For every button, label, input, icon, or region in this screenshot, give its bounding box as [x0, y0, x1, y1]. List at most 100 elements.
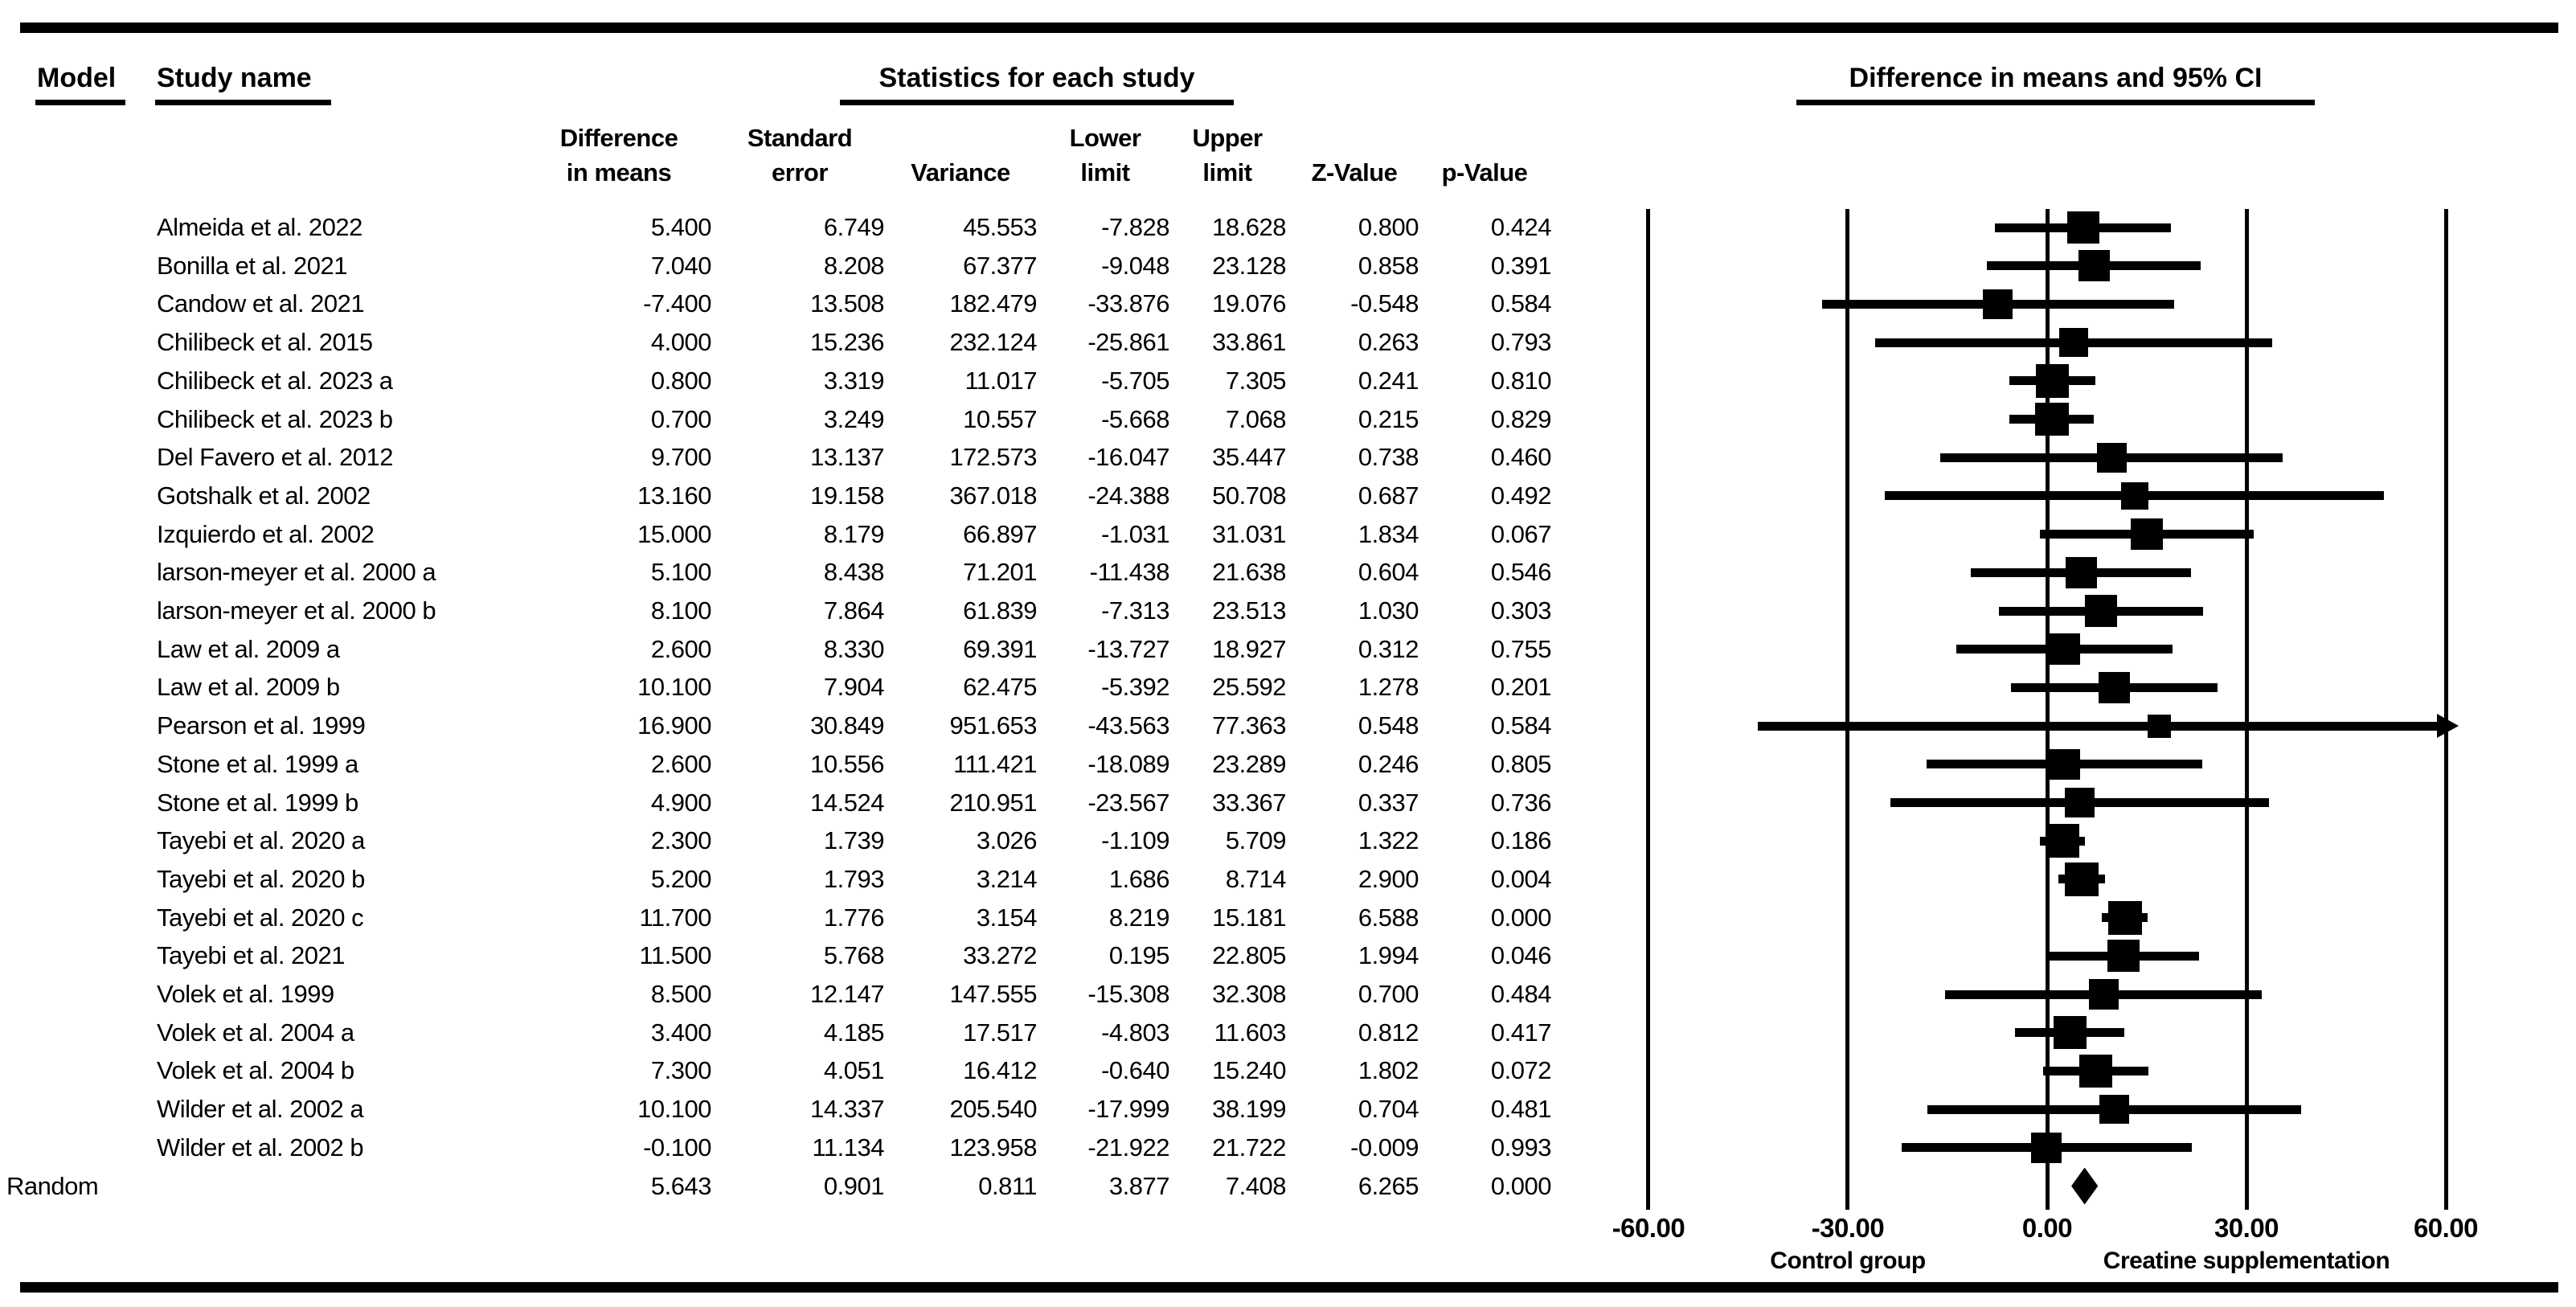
stat-value: 0.263 — [1358, 328, 1419, 357]
stat-value: 50.708 — [1212, 481, 1286, 510]
stat-value: 0.687 — [1358, 481, 1419, 510]
stat-value: 0.793 — [1490, 328, 1552, 357]
stat-value: 33.272 — [963, 941, 1037, 970]
stat-value: -1.109 — [1101, 826, 1169, 855]
stat-value: 0.812 — [1358, 1018, 1419, 1047]
stat-value: 11.603 — [1214, 1018, 1286, 1047]
stat-value: 15.236 — [810, 328, 884, 357]
stat-value: -18.089 — [1087, 749, 1169, 778]
stat-value: 21.638 — [1212, 558, 1286, 587]
stat-value: 33.861 — [1212, 328, 1286, 357]
stat-value: 12.147 — [810, 980, 884, 1008]
stat-value: 0.700 — [1358, 980, 1419, 1008]
stat-value: -7.313 — [1101, 596, 1169, 625]
mean-marker — [2058, 328, 2089, 358]
stat-value: -33.876 — [1087, 289, 1169, 318]
stat-value: -5.668 — [1101, 404, 1169, 433]
stat-value: 11.134 — [812, 1133, 884, 1162]
stat-value: 0.755 — [1490, 634, 1552, 663]
stat-value: 0.186 — [1490, 826, 1552, 855]
study-name-label: Stone et al. 1999 a — [157, 749, 358, 778]
stat-value: 3.877 — [1108, 1171, 1170, 1200]
study-name-label: Bonilla et al. 2021 — [157, 251, 347, 280]
model-column-header: Model — [35, 63, 126, 105]
stat-value: 5.768 — [823, 941, 885, 970]
mean-marker — [2099, 1094, 2129, 1125]
stat-value: 0.046 — [1490, 941, 1552, 970]
stat-value: 4.051 — [823, 1056, 885, 1085]
stat-value: 3.249 — [823, 404, 885, 433]
study-name-label: larson-meyer et al. 2000 b — [157, 596, 436, 625]
stat-value: 5.709 — [1225, 826, 1287, 855]
stat-value: 7.904 — [823, 673, 885, 702]
stat-value: 0.312 — [1358, 634, 1419, 663]
stat-value: 13.160 — [637, 481, 711, 510]
stat-column-header: Z-Value — [1312, 117, 1398, 190]
stat-value: 123.958 — [949, 1133, 1037, 1162]
stat-value: 18.628 — [1212, 213, 1286, 241]
stat-value: 1.322 — [1358, 826, 1419, 855]
stat-value: 8.100 — [650, 596, 712, 625]
stat-value: 6.588 — [1358, 903, 1419, 932]
stat-value: 45.553 — [963, 213, 1037, 241]
stat-value: 0.800 — [1358, 213, 1419, 241]
study-name-label: larson-meyer et al. 2000 a — [157, 558, 436, 587]
stat-column-header-line: error — [772, 158, 828, 186]
mean-marker — [2078, 1054, 2112, 1088]
study-name-label: Chilibeck et al. 2015 — [157, 328, 373, 357]
stat-column-header: p-Value — [1442, 117, 1528, 190]
stat-value: 0.000 — [1490, 903, 1552, 932]
axis-tick-label: 30.00 — [2214, 1213, 2279, 1243]
stat-column-header-line: in means — [566, 158, 672, 186]
stat-value: 15.240 — [1212, 1056, 1286, 1085]
stat-value: 6.265 — [1358, 1171, 1419, 1200]
stat-value: 0.805 — [1490, 749, 1552, 778]
stat-value: 232.124 — [949, 328, 1037, 357]
stat-value: 31.031 — [1212, 519, 1286, 548]
stat-value: 15.000 — [637, 519, 711, 548]
summary-diamond — [2071, 1167, 2099, 1205]
stat-value: 16.900 — [637, 711, 711, 740]
stat-value: -0.640 — [1101, 1056, 1169, 1085]
stat-value: 3.214 — [976, 864, 1038, 893]
stat-value: 10.557 — [963, 404, 1037, 433]
axis-tick-label: -60.00 — [1612, 1213, 1685, 1243]
stat-value: 0.000 — [1490, 1171, 1552, 1200]
stat-value: 7.305 — [1225, 366, 1287, 395]
study-name-label: Law et al. 2009 a — [157, 634, 340, 663]
stat-value: -23.567 — [1087, 788, 1169, 817]
stat-value: 172.573 — [949, 443, 1037, 472]
stat-value: 32.308 — [1212, 980, 1286, 1008]
stat-value: 1.776 — [823, 903, 885, 932]
stat-value: 5.643 — [650, 1171, 712, 1200]
stat-value: 0.215 — [1358, 404, 1419, 433]
stat-value: 8.179 — [823, 519, 885, 548]
stat-value: 6.749 — [823, 213, 885, 241]
stat-value: 0.829 — [1490, 404, 1552, 433]
stat-value: 5.200 — [650, 864, 712, 893]
stat-value: 0.993 — [1490, 1133, 1552, 1162]
study-name-label: Law et al. 2009 b — [157, 673, 340, 702]
stat-value: 7.300 — [650, 1056, 712, 1085]
study-name-label: Wilder et al. 2002 a — [157, 1095, 364, 1124]
study-name-label: Volek et al. 1999 — [157, 980, 334, 1008]
mean-marker — [2066, 211, 2099, 244]
stat-value: 1.834 — [1358, 519, 1419, 548]
stat-value: 11.017 — [964, 366, 1037, 395]
stat-value: 1.278 — [1358, 673, 1419, 702]
mean-marker — [2107, 940, 2140, 973]
stat-value: 10.100 — [637, 1095, 711, 1124]
stat-value: 3.154 — [976, 903, 1038, 932]
stat-value: 66.897 — [963, 519, 1037, 548]
stat-value: 7.040 — [650, 251, 712, 280]
stat-value: 17.517 — [963, 1018, 1037, 1047]
mean-marker — [2064, 862, 2099, 896]
stat-value: 4.185 — [823, 1018, 885, 1047]
stat-column-header: Difference in means — [560, 117, 678, 190]
stat-value: 1.686 — [1108, 864, 1170, 893]
study-name-label: Chilibeck et al. 2023 a — [157, 366, 393, 395]
stat-value: 3.400 — [650, 1018, 712, 1047]
stat-value: 1.994 — [1358, 941, 1419, 970]
mean-marker — [2065, 556, 2097, 588]
